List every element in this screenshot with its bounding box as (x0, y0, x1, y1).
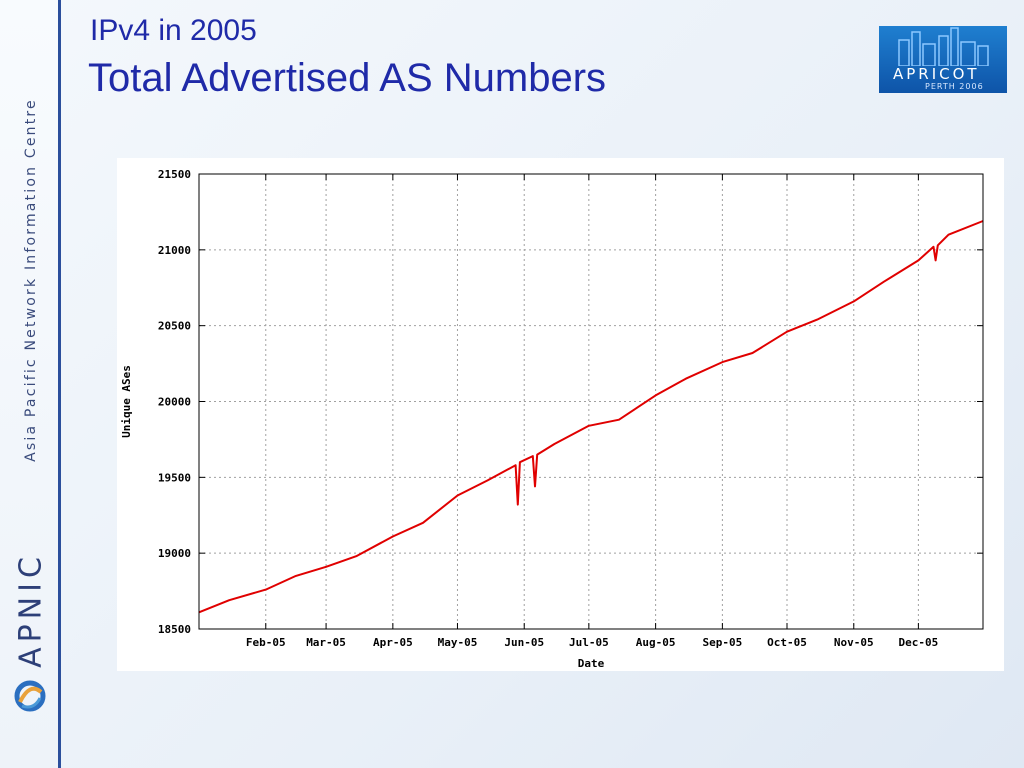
x-tick-label: Aug-05 (636, 636, 676, 649)
apnic-wordmark: APNIC (13, 552, 49, 668)
x-tick-label: Dec-05 (899, 636, 939, 649)
y-tick-label: 18500 (158, 623, 191, 636)
x-tick-label: Sep-05 (703, 636, 743, 649)
sidebar: Asia Pacific Network Information Centre … (0, 0, 61, 768)
apricot-logo: APRICOT PERTH 2006 (879, 26, 1007, 93)
skyline-icon (898, 27, 989, 66)
x-tick-label: Apr-05 (373, 636, 413, 649)
x-tick-label: Oct-05 (767, 636, 807, 649)
y-tick-label: 20500 (158, 320, 191, 333)
x-axis-label: Date (578, 657, 605, 670)
y-tick-label: 19500 (158, 471, 191, 484)
as-numbers-chart: 18500 19000 19500 20000 20500 21000 21500 Feb-0… (120, 168, 984, 670)
org-name: Asia Pacific Network Information Centre (23, 98, 39, 462)
x-tick-label: Nov-05 (834, 636, 874, 649)
y-tick-label: 19000 (158, 547, 191, 560)
apricot-word: APRICOT (893, 65, 980, 83)
x-tick-label: May-05 (438, 636, 478, 649)
x-tick-label: Feb-05 (246, 636, 286, 649)
y-tick-label: 21000 (158, 244, 191, 257)
slide-title: Total Advertised AS Numbers (88, 56, 607, 100)
x-tick-label: Jun-05 (504, 636, 544, 649)
x-tick-label: Jul-05 (569, 636, 609, 649)
apnic-swirl-icon (10, 676, 50, 721)
series-line (198, 220, 984, 614)
x-tick-label: Mar-05 (306, 636, 346, 649)
apricot-sub: PERTH 2006 (925, 82, 984, 91)
plot-frame (198, 173, 984, 630)
y-axis-label: Unique ASes (120, 365, 133, 438)
y-tick-label: 21500 (158, 168, 191, 181)
y-tick-label: 20000 (158, 396, 191, 409)
chart-panel: 18500 19000 19500 20000 20500 21000 21500 Feb-0… (117, 158, 1004, 671)
slide-subtitle: IPv4 in 2005 (90, 14, 257, 47)
